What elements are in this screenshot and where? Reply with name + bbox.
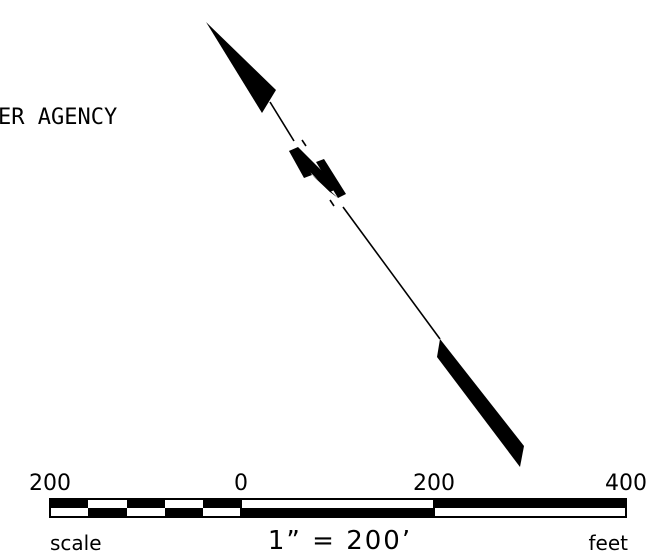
agency-label: ER AGENCY <box>0 105 117 130</box>
north-arrow-head <box>206 22 276 113</box>
scale-bar-segment <box>50 499 88 508</box>
scale-tick-label: 200 <box>29 471 71 496</box>
scale-bar <box>49 498 627 518</box>
scale-bar-segment <box>434 499 626 508</box>
scale-bar-segment <box>88 508 127 517</box>
north-arrow-tick <box>329 199 335 207</box>
scale-tick-label: 0 <box>234 471 248 496</box>
scale-tick-label: 200 <box>413 471 455 496</box>
north-arrow-shaft-upper <box>269 101 295 142</box>
north-arrow-icon <box>206 22 524 467</box>
scale-bar-segment <box>165 508 203 517</box>
scale-word-label: scale <box>50 531 102 554</box>
north-letter-icon <box>289 147 346 198</box>
scale-bar-segment <box>127 499 165 508</box>
north-arrow-shaft-lower <box>342 206 441 340</box>
north-arrow-tick <box>301 139 307 147</box>
scale-unit-label: feet <box>589 531 629 554</box>
scale-ratio-label: 1” = 200’ <box>268 526 412 554</box>
north-arrow-tail <box>437 339 524 467</box>
scale-bar-segment <box>241 508 434 517</box>
scale-tick-label: 400 <box>605 471 647 496</box>
scale-bar-segment <box>203 499 241 508</box>
scale-tick-labels: 200 0 200 400 <box>29 471 647 496</box>
